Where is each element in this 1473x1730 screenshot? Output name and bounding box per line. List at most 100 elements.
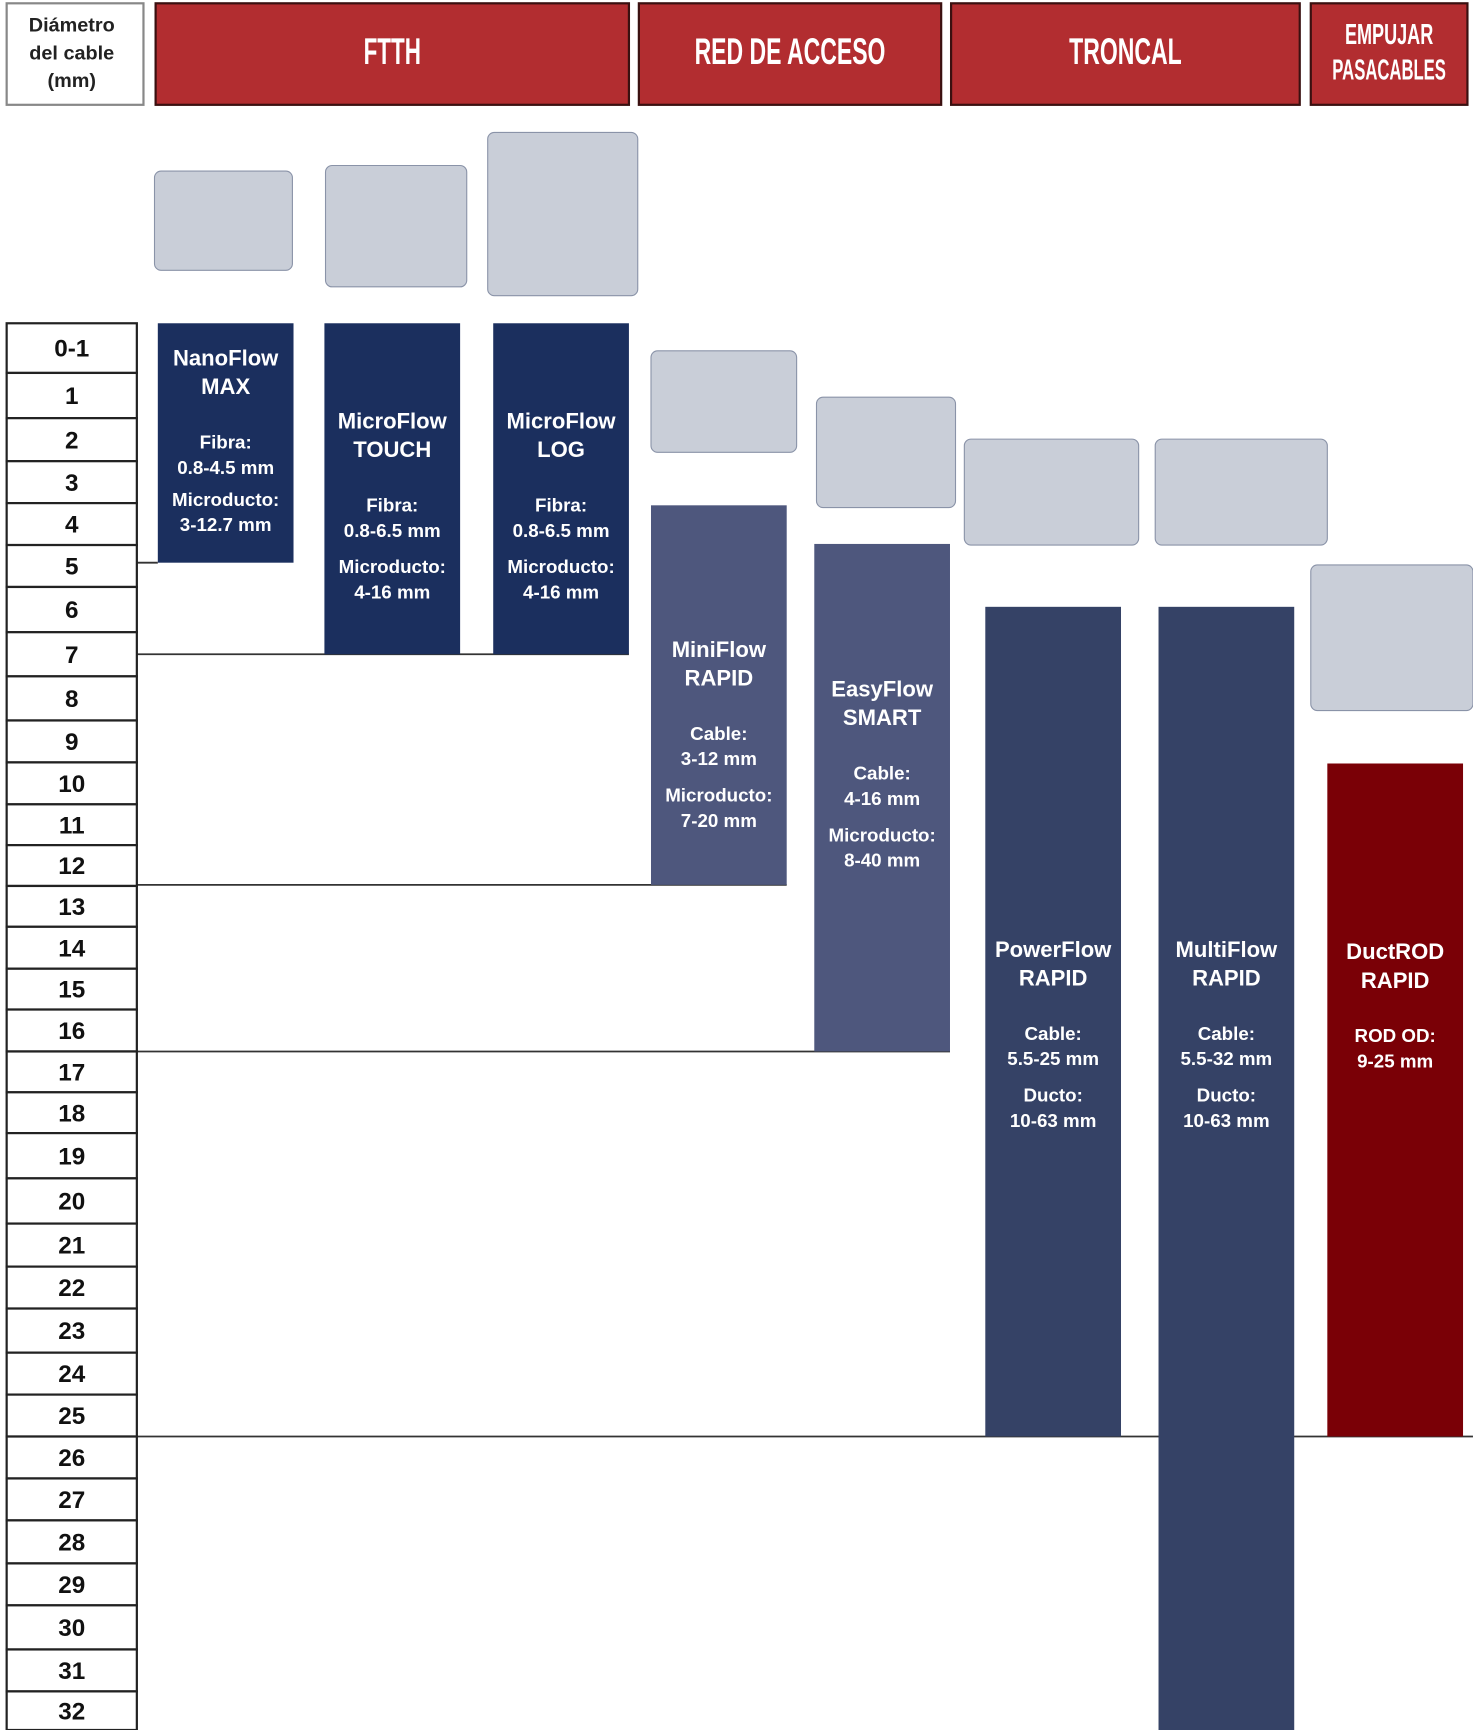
axis-label: del cable	[29, 42, 114, 64]
axis-label-box	[5, 2, 145, 106]
row-cell	[5, 803, 138, 847]
spec-label: Fibra:	[366, 494, 418, 515]
product-image	[963, 438, 1140, 546]
section-title: TRONCAL	[1069, 30, 1182, 72]
product-name: MAX	[201, 374, 250, 399]
row-cell	[5, 1435, 138, 1480]
row-cell	[5, 925, 138, 970]
spec-label: Cable:	[853, 762, 910, 783]
row-label: 10	[58, 771, 85, 798]
spec-label: Fibra:	[535, 494, 587, 515]
row-cell	[5, 675, 138, 722]
row-label: 15	[58, 977, 85, 1004]
product-box	[324, 323, 461, 655]
product-images	[153, 131, 1473, 712]
product-name: MultiFlow	[1176, 937, 1278, 962]
row-cell	[5, 502, 138, 547]
product-name: DuctROD	[1346, 939, 1444, 964]
row-cell	[5, 884, 138, 928]
section-title: RED DE ACCESO	[695, 30, 886, 72]
spec-value: 0.8-6.5 mm	[344, 520, 441, 541]
spec-label: Ducto:	[1023, 1085, 1082, 1106]
product-name: LOG	[537, 437, 585, 462]
row-label: 8	[65, 686, 79, 713]
product-image	[153, 170, 293, 271]
product-box	[814, 543, 950, 1052]
product-name: RAPID	[685, 665, 754, 690]
spec-value: 5.5-25 mm	[1007, 1048, 1099, 1069]
spec-label: Fibra:	[200, 431, 252, 452]
section-title: FTTH	[364, 30, 421, 72]
product-name: MicroFlow	[338, 408, 448, 433]
spec-label: ROD OD:	[1355, 1025, 1436, 1046]
row-label: 23	[58, 1318, 85, 1345]
product-name: TOUCH	[353, 437, 431, 462]
row-label: 25	[58, 1403, 85, 1430]
row-label: 0-1	[54, 336, 89, 363]
spec-label: Microducto:	[507, 556, 614, 577]
row-cell	[5, 1562, 138, 1607]
row-cell	[5, 1265, 138, 1310]
row-label: 12	[58, 853, 85, 880]
axis-label: Diámetro	[29, 15, 115, 37]
product-image	[324, 164, 468, 288]
row-label: 13	[58, 894, 85, 921]
row-cell	[5, 1008, 138, 1053]
row-label: 28	[58, 1529, 85, 1556]
spec-label: Cable:	[1024, 1023, 1081, 1044]
row-cell	[5, 371, 138, 420]
section-header	[1309, 2, 1469, 106]
spec-value: 9-25 mm	[1357, 1050, 1433, 1071]
product-name: MicroFlow	[507, 408, 617, 433]
row-label: 7	[65, 642, 79, 669]
row-cell	[5, 460, 138, 505]
spec-label: Cable:	[690, 723, 747, 744]
spec-value: 5.5-32 mm	[1181, 1048, 1273, 1069]
product-name: MiniFlow	[672, 637, 767, 662]
row-label: 5	[65, 554, 79, 581]
spec-label: Ducto:	[1197, 1085, 1256, 1106]
product-image	[1154, 438, 1328, 546]
row-cell	[5, 844, 138, 888]
row-cell	[5, 1177, 138, 1225]
product-name: PowerFlow	[995, 937, 1112, 962]
row-cell	[5, 631, 138, 678]
row-label: 2	[65, 427, 79, 454]
row-label: 17	[58, 1059, 85, 1086]
row-label: 14	[58, 935, 85, 962]
product-name: RAPID	[1019, 966, 1088, 991]
spec-value: 4-16 mm	[523, 582, 599, 603]
spec-label: Cable:	[1198, 1023, 1255, 1044]
row-cell	[5, 719, 138, 764]
spec-value: 0.8-6.5 mm	[513, 520, 610, 541]
row-label: 31	[58, 1658, 85, 1685]
row-label: 3	[65, 470, 79, 497]
spec-label: Microducto:	[665, 785, 772, 806]
product-name: RAPID	[1361, 968, 1430, 993]
row-cell	[5, 967, 138, 1011]
row-label: 1	[65, 383, 79, 410]
row-cell	[5, 543, 138, 589]
product-box	[985, 606, 1122, 1437]
row-cell	[5, 1604, 138, 1651]
spec-value: 10-63 mm	[1183, 1110, 1270, 1131]
product-name: RAPID	[1192, 966, 1261, 991]
row-cell	[5, 1351, 138, 1396]
product-image	[650, 350, 798, 453]
row-label: 20	[58, 1189, 85, 1216]
spec-label: Microducto:	[339, 556, 446, 577]
product-image	[1310, 564, 1473, 712]
product-name: SMART	[843, 705, 922, 730]
spec-label: Microducto:	[828, 824, 935, 845]
row-cell	[5, 1091, 138, 1135]
spec-value: 4-16 mm	[354, 582, 430, 603]
spec-value: 7-20 mm	[681, 810, 757, 831]
product-box	[1158, 606, 1295, 1730]
row-cell	[5, 1648, 138, 1693]
product-box	[157, 323, 294, 563]
section-header	[637, 2, 943, 106]
product-name: NanoFlow	[173, 346, 279, 371]
row-label: 27	[58, 1487, 85, 1514]
row-label: 19	[58, 1143, 85, 1170]
